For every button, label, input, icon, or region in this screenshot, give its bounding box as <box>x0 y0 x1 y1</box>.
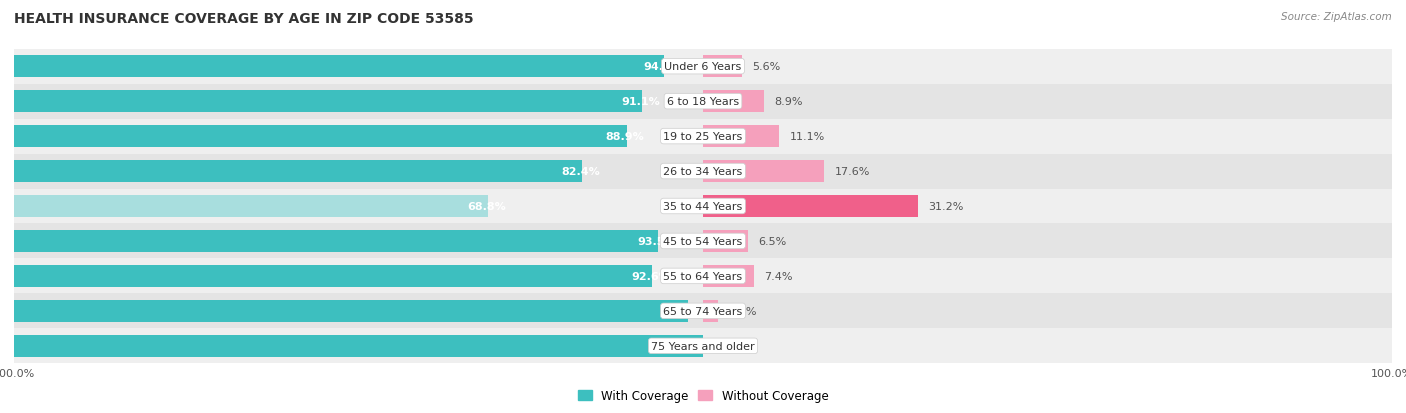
Bar <box>703 84 1392 119</box>
Bar <box>14 196 488 217</box>
Bar <box>703 300 718 322</box>
Legend: With Coverage, Without Coverage: With Coverage, Without Coverage <box>572 385 834 407</box>
Text: 93.5%: 93.5% <box>637 236 676 247</box>
Text: HEALTH INSURANCE COVERAGE BY AGE IN ZIP CODE 53585: HEALTH INSURANCE COVERAGE BY AGE IN ZIP … <box>14 12 474 26</box>
Bar <box>703 126 779 147</box>
Text: 65 to 74 Years: 65 to 74 Years <box>664 306 742 316</box>
Text: 6 to 18 Years: 6 to 18 Years <box>666 97 740 107</box>
Text: 82.4%: 82.4% <box>561 166 600 177</box>
Text: 97.8%: 97.8% <box>668 306 706 316</box>
Text: Under 6 Years: Under 6 Years <box>665 62 741 72</box>
Text: 26 to 34 Years: 26 to 34 Years <box>664 166 742 177</box>
Bar <box>703 161 824 183</box>
Bar <box>14 119 703 154</box>
Text: 55 to 64 Years: 55 to 64 Years <box>664 271 742 281</box>
Text: 11.1%: 11.1% <box>790 132 825 142</box>
Text: 7.4%: 7.4% <box>765 271 793 281</box>
Text: 94.4%: 94.4% <box>644 62 683 72</box>
Text: Source: ZipAtlas.com: Source: ZipAtlas.com <box>1281 12 1392 22</box>
Bar <box>703 154 1392 189</box>
Text: 88.9%: 88.9% <box>606 132 644 142</box>
Text: 91.1%: 91.1% <box>621 97 659 107</box>
Text: 6.5%: 6.5% <box>758 236 786 247</box>
Bar <box>703 196 918 217</box>
Bar <box>14 84 703 119</box>
Text: 35 to 44 Years: 35 to 44 Years <box>664 202 742 211</box>
Bar <box>14 329 703 363</box>
Text: 0.0%: 0.0% <box>713 341 741 351</box>
Text: 17.6%: 17.6% <box>835 166 870 177</box>
Text: 5.6%: 5.6% <box>752 62 780 72</box>
Bar <box>14 224 703 259</box>
Bar <box>703 266 754 287</box>
Bar <box>703 329 1392 363</box>
Bar <box>14 230 658 252</box>
Text: 31.2%: 31.2% <box>928 202 963 211</box>
Bar <box>14 126 627 147</box>
Bar <box>14 56 665 78</box>
Bar <box>14 50 703 84</box>
Bar <box>14 335 703 357</box>
Bar <box>14 300 688 322</box>
Text: 45 to 54 Years: 45 to 54 Years <box>664 236 742 247</box>
Text: 68.8%: 68.8% <box>467 202 506 211</box>
Text: 75 Years and older: 75 Years and older <box>651 341 755 351</box>
Bar <box>703 259 1392 294</box>
Bar <box>14 294 703 329</box>
Bar <box>14 161 582 183</box>
Bar <box>703 91 765 113</box>
Bar <box>703 294 1392 329</box>
Text: 100.0%: 100.0% <box>682 341 728 351</box>
Text: 2.2%: 2.2% <box>728 306 756 316</box>
Text: 8.9%: 8.9% <box>775 97 803 107</box>
Bar <box>703 230 748 252</box>
Bar <box>14 154 703 189</box>
Bar <box>14 266 652 287</box>
Text: 92.6%: 92.6% <box>631 271 671 281</box>
Bar <box>703 224 1392 259</box>
Bar <box>703 56 741 78</box>
Bar <box>703 189 1392 224</box>
Text: 19 to 25 Years: 19 to 25 Years <box>664 132 742 142</box>
Bar <box>703 50 1392 84</box>
Bar <box>14 189 703 224</box>
Bar <box>14 91 641 113</box>
Bar <box>14 259 703 294</box>
Bar <box>703 119 1392 154</box>
